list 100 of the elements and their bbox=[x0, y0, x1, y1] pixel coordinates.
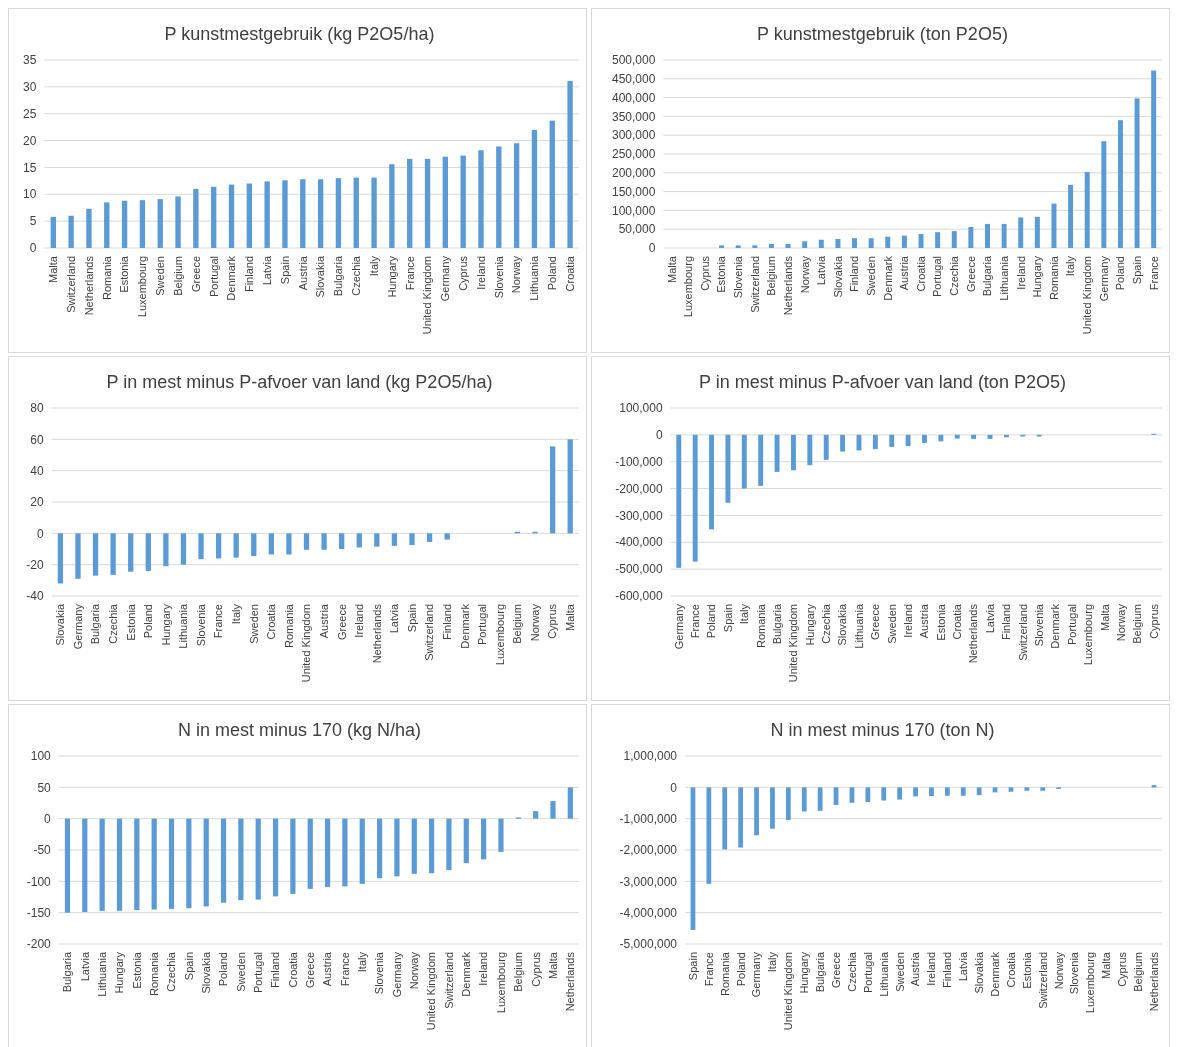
bar bbox=[228, 184, 235, 248]
bar bbox=[339, 533, 345, 549]
x-tick-label: Hungary bbox=[803, 603, 816, 646]
x-tick-label: Czechia bbox=[820, 603, 833, 644]
x-tick-label: Greece bbox=[964, 256, 977, 293]
x-tick-label: Portugal bbox=[207, 256, 220, 297]
y-tick-label: -200,000 bbox=[615, 481, 663, 496]
y-tick-label: 0 bbox=[44, 811, 52, 826]
x-tick-label: Sweden bbox=[234, 952, 247, 992]
bar bbox=[203, 818, 209, 907]
bar bbox=[411, 818, 417, 874]
y-tick-label: 0 bbox=[36, 526, 44, 541]
x-tick-label: Hungary bbox=[159, 603, 172, 646]
x-tick-label: Switzerland bbox=[64, 256, 77, 313]
x-tick-label: Portugal bbox=[252, 952, 265, 993]
y-tick-label: 100,000 bbox=[612, 203, 656, 218]
bar bbox=[407, 158, 413, 248]
bar bbox=[175, 196, 181, 248]
bar bbox=[121, 200, 128, 248]
x-tick-label: Cyprus bbox=[1116, 951, 1129, 987]
x-tick-label: Romania bbox=[100, 255, 113, 301]
x-tick-label: Lithuania bbox=[997, 255, 1010, 301]
y-tick-label: 20 bbox=[23, 133, 37, 148]
x-tick-label: France bbox=[702, 952, 715, 987]
x-tick-label: Finland bbox=[269, 952, 282, 989]
x-tick-label: Slovenia bbox=[732, 255, 745, 299]
x-tick-label: Estonia bbox=[118, 255, 131, 293]
bar bbox=[303, 533, 310, 550]
bar bbox=[272, 818, 279, 897]
bar bbox=[424, 158, 431, 248]
x-tick-label: Slovakia bbox=[973, 951, 985, 994]
x-tick-label: Cyprus bbox=[698, 255, 711, 291]
bar bbox=[513, 143, 520, 248]
y-tick-label: -3,000,000 bbox=[619, 874, 678, 889]
bar bbox=[429, 818, 435, 874]
bar bbox=[282, 180, 288, 248]
x-tick-label: Denmark bbox=[458, 603, 471, 649]
x-tick-label: Netherlands bbox=[82, 255, 95, 316]
bar bbox=[324, 818, 331, 887]
bar bbox=[533, 811, 539, 819]
x-tick-label: Switzerland bbox=[442, 952, 455, 1009]
x-tick-label: Austria bbox=[317, 603, 330, 639]
bar bbox=[134, 818, 140, 911]
bar bbox=[391, 533, 398, 546]
y-tick-label: 35 bbox=[23, 53, 37, 68]
bar bbox=[426, 533, 433, 542]
bar bbox=[549, 120, 555, 248]
bar bbox=[567, 787, 573, 819]
y-tick-label: -50 bbox=[33, 843, 52, 858]
x-tick-label: Switzerland bbox=[748, 256, 761, 313]
x-tick-label: United Kingdom bbox=[300, 604, 313, 683]
x-tick-label: Hungary bbox=[798, 951, 811, 994]
bar bbox=[307, 818, 313, 889]
bar bbox=[835, 238, 841, 248]
x-tick-label: Latvia bbox=[388, 603, 401, 634]
x-tick-label: Romania bbox=[1047, 255, 1060, 301]
bar bbox=[1001, 223, 1007, 248]
y-tick-label: 40 bbox=[30, 463, 44, 478]
chart-title: P in mest minus P-afvoer van land (kg P2O5/ha) bbox=[106, 372, 493, 392]
bar bbox=[255, 818, 261, 900]
y-tick-label: 50,000 bbox=[618, 222, 656, 237]
bar bbox=[238, 818, 244, 901]
x-tick-label: Portugal bbox=[476, 604, 489, 645]
bar bbox=[163, 533, 169, 567]
bar bbox=[1051, 203, 1057, 248]
x-tick-label: Slovenia bbox=[1068, 951, 1081, 995]
x-tick-label: France bbox=[1147, 256, 1160, 291]
bar bbox=[92, 533, 99, 576]
bar bbox=[885, 236, 891, 248]
bar bbox=[968, 226, 974, 248]
bar bbox=[68, 215, 74, 248]
x-tick-label: Norway bbox=[1114, 603, 1127, 642]
bar bbox=[735, 245, 741, 248]
x-tick-label: Spain bbox=[721, 604, 734, 633]
y-tick-label: -1,000,000 bbox=[619, 811, 678, 826]
x-tick-label: Luxembourg bbox=[1084, 952, 1097, 1014]
bar bbox=[478, 150, 484, 248]
bar bbox=[50, 216, 56, 248]
bar bbox=[374, 533, 380, 547]
bar bbox=[951, 231, 957, 248]
x-tick-label: United Kingdom bbox=[782, 952, 795, 1031]
bar bbox=[110, 533, 116, 575]
x-tick-label: Poland bbox=[546, 256, 559, 291]
y-tick-label: -40 bbox=[26, 589, 44, 604]
x-tick-label: Belgium bbox=[1132, 952, 1144, 992]
y-tick-label: 150,000 bbox=[612, 184, 656, 199]
y-tick-label: 1,000,000 bbox=[623, 749, 678, 764]
x-tick-label: Sweden bbox=[865, 256, 877, 296]
bar bbox=[157, 199, 163, 248]
x-tick-label: Estonia bbox=[1020, 951, 1033, 989]
x-tick-label: Belgium bbox=[765, 256, 778, 296]
x-tick-label: Estonia bbox=[130, 951, 143, 989]
x-tick-label: Ireland bbox=[925, 952, 938, 986]
bar bbox=[567, 439, 573, 534]
x-tick-label: Malta bbox=[1100, 951, 1113, 979]
x-tick-label: Slovakia bbox=[831, 255, 844, 298]
bar bbox=[1018, 217, 1024, 248]
x-tick-label: Slovakia bbox=[54, 603, 67, 646]
bar bbox=[1068, 184, 1074, 248]
chart-title: P kunstmestgebruik (ton P2O5) bbox=[757, 24, 1008, 44]
